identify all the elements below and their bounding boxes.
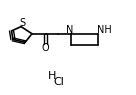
Text: S: S	[19, 18, 25, 28]
Text: N: N	[66, 25, 74, 35]
Text: H: H	[47, 71, 56, 81]
Text: O: O	[42, 43, 49, 53]
Text: NH: NH	[97, 25, 111, 35]
Text: Cl: Cl	[53, 77, 64, 87]
